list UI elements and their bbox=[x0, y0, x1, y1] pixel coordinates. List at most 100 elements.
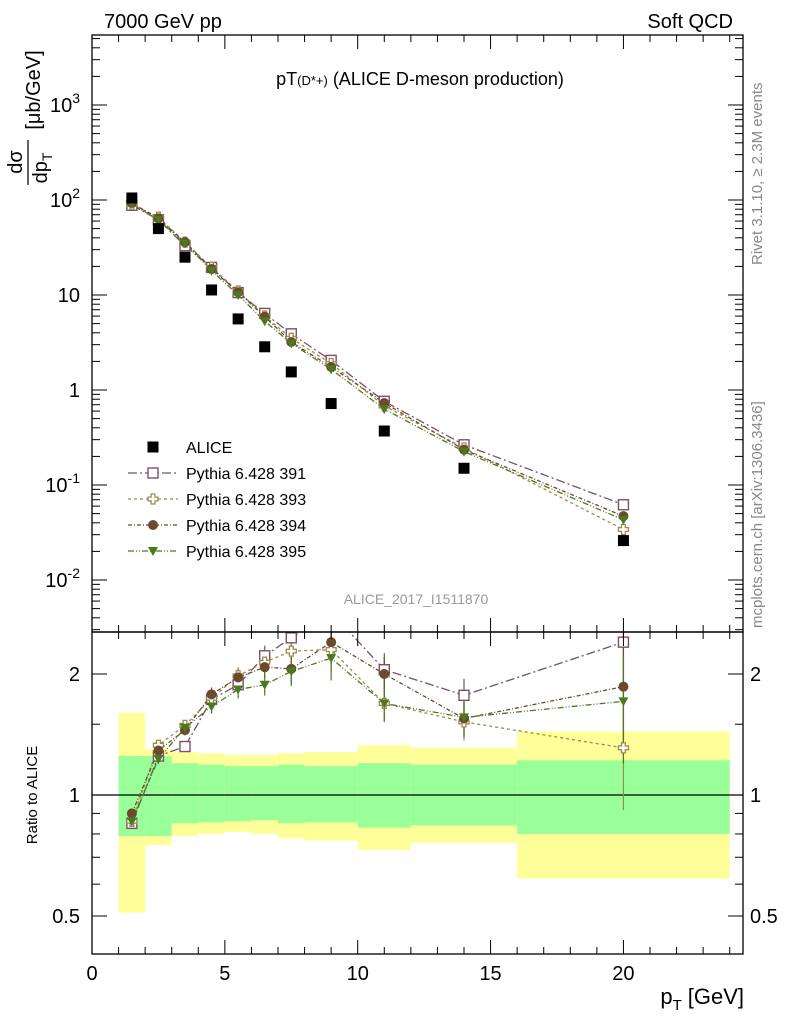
main-y-axis-label: dσ dpT [μb/GeV] bbox=[5, 50, 55, 185]
y-tick-label-exponent: -1 bbox=[68, 470, 81, 486]
ratio-point bbox=[285, 632, 297, 644]
plot-title-rest: (ALICE D-meson production) bbox=[328, 69, 564, 89]
x-tick-label: 20 bbox=[612, 963, 634, 985]
y-tick-label-base: 10 bbox=[58, 285, 80, 307]
ratio-y-tick-label: 1 bbox=[69, 785, 80, 807]
series-point bbox=[459, 447, 469, 457]
x-label-main: p bbox=[660, 984, 672, 1009]
ratio-point bbox=[126, 808, 137, 819]
band-inner bbox=[251, 766, 278, 821]
ratio-point bbox=[459, 713, 469, 723]
legend-label: Pythia 6.428 395 bbox=[186, 544, 306, 561]
header-left: 7000 GeV pp bbox=[104, 11, 222, 33]
x-label-unit: [GeV] bbox=[688, 984, 744, 1009]
data-point bbox=[285, 366, 297, 378]
data-point bbox=[617, 535, 629, 547]
series-line bbox=[131, 204, 624, 506]
band-inner bbox=[198, 764, 225, 823]
plot-title: pT(D*+) (ALICE D-meson production) bbox=[276, 69, 564, 89]
series-point bbox=[153, 215, 164, 225]
ratio-y-tick-label-right: 0.5 bbox=[750, 906, 778, 928]
series-point bbox=[617, 499, 630, 511]
ratio-point bbox=[379, 699, 390, 709]
x-tick-label: 0 bbox=[86, 963, 97, 985]
y-tick-label-exponent: 3 bbox=[72, 90, 80, 106]
y-tick-label-base: 10 bbox=[45, 570, 67, 592]
ratio-point bbox=[180, 723, 190, 733]
y-tick-label-exponent: 2 bbox=[72, 185, 80, 201]
header-right: Soft QCD bbox=[647, 11, 733, 33]
legend-label: Pythia 6.428 394 bbox=[186, 518, 306, 535]
ratio-point bbox=[379, 669, 390, 679]
data-point bbox=[179, 251, 191, 263]
x-tick-label: 5 bbox=[219, 963, 230, 985]
ratio-point bbox=[618, 681, 629, 692]
y-tick-label: 102 bbox=[50, 185, 80, 212]
ratio-series-layer bbox=[126, 607, 630, 830]
ratio-point bbox=[285, 645, 297, 657]
ratio-point bbox=[233, 672, 244, 683]
ratio-y-tick-label-right: 2 bbox=[750, 664, 761, 686]
mcplots-label: mcplots.cern.ch [arXiv:1306.3436] bbox=[749, 401, 766, 628]
plot-title-sub: (D*+) bbox=[297, 73, 328, 88]
ratio-uncertainty-bands bbox=[118, 712, 730, 913]
legend-label: Pythia 6.428 393 bbox=[186, 492, 306, 509]
series-point bbox=[379, 405, 390, 415]
rivet-version-label: Rivet 3.1.10, ≥ 2.3M events bbox=[749, 83, 766, 266]
band-inner bbox=[171, 763, 199, 824]
series-point bbox=[206, 266, 217, 276]
x-label-sub: T bbox=[673, 997, 682, 1014]
y-tick-label-base: 1 bbox=[69, 380, 80, 402]
band-inner bbox=[278, 764, 305, 824]
legend-marker bbox=[147, 441, 159, 453]
ratio-point bbox=[618, 697, 629, 707]
y-tick-label: 10-1 bbox=[45, 470, 80, 497]
legend-marker bbox=[148, 520, 158, 530]
data-point bbox=[126, 192, 138, 204]
plot-frames bbox=[91, 34, 744, 955]
series-point bbox=[618, 515, 629, 525]
ratio-frame bbox=[91, 631, 744, 955]
series-point bbox=[286, 339, 297, 349]
ratio-point bbox=[326, 607, 336, 617]
series-point bbox=[259, 317, 270, 327]
main-series-layer bbox=[126, 192, 630, 547]
y-label-den-main: dp bbox=[30, 161, 52, 183]
legend-marker bbox=[147, 493, 159, 505]
ratio-point bbox=[458, 689, 470, 702]
series-line bbox=[131, 202, 624, 517]
ratio-point bbox=[126, 817, 137, 827]
x-tick-label: 15 bbox=[479, 963, 501, 985]
data-point bbox=[232, 313, 244, 325]
band-inner bbox=[145, 756, 172, 837]
data-point bbox=[152, 223, 164, 235]
ratio-y-axis-label: Ratio to ALICE bbox=[24, 746, 41, 844]
series-point bbox=[326, 365, 337, 375]
x-axis-label: pT [GeV] bbox=[660, 984, 744, 1014]
data-point bbox=[325, 398, 337, 410]
ratio-point bbox=[326, 654, 337, 664]
y-tick-label-base: 10 bbox=[45, 475, 67, 497]
data-point bbox=[378, 425, 390, 437]
ratio-point bbox=[617, 742, 630, 754]
series-point bbox=[233, 291, 244, 300]
y-label-unit: [μb/GeV] bbox=[23, 50, 45, 129]
legend-marker bbox=[148, 547, 158, 556]
band-inner bbox=[224, 766, 252, 822]
ratio-point bbox=[153, 745, 164, 756]
band-inner bbox=[304, 766, 358, 823]
ratio-y-tick-label-right: 1 bbox=[750, 785, 761, 807]
y-label-num: dσ bbox=[5, 150, 27, 174]
legend: ALICE Pythia 6.428 391 Pythia 6.428 393 Pyt… bbox=[128, 440, 306, 561]
data-point bbox=[259, 341, 271, 353]
ratio-point bbox=[259, 680, 270, 690]
ratio-point bbox=[233, 685, 244, 695]
y-tick-label: 1 bbox=[69, 380, 80, 402]
ratio-point bbox=[206, 689, 217, 700]
data-point bbox=[206, 284, 218, 296]
ratio-point bbox=[259, 662, 270, 673]
ratio-point bbox=[179, 740, 191, 753]
legend-label: ALICE bbox=[186, 440, 232, 457]
y-tick-label: 103 bbox=[50, 90, 80, 117]
